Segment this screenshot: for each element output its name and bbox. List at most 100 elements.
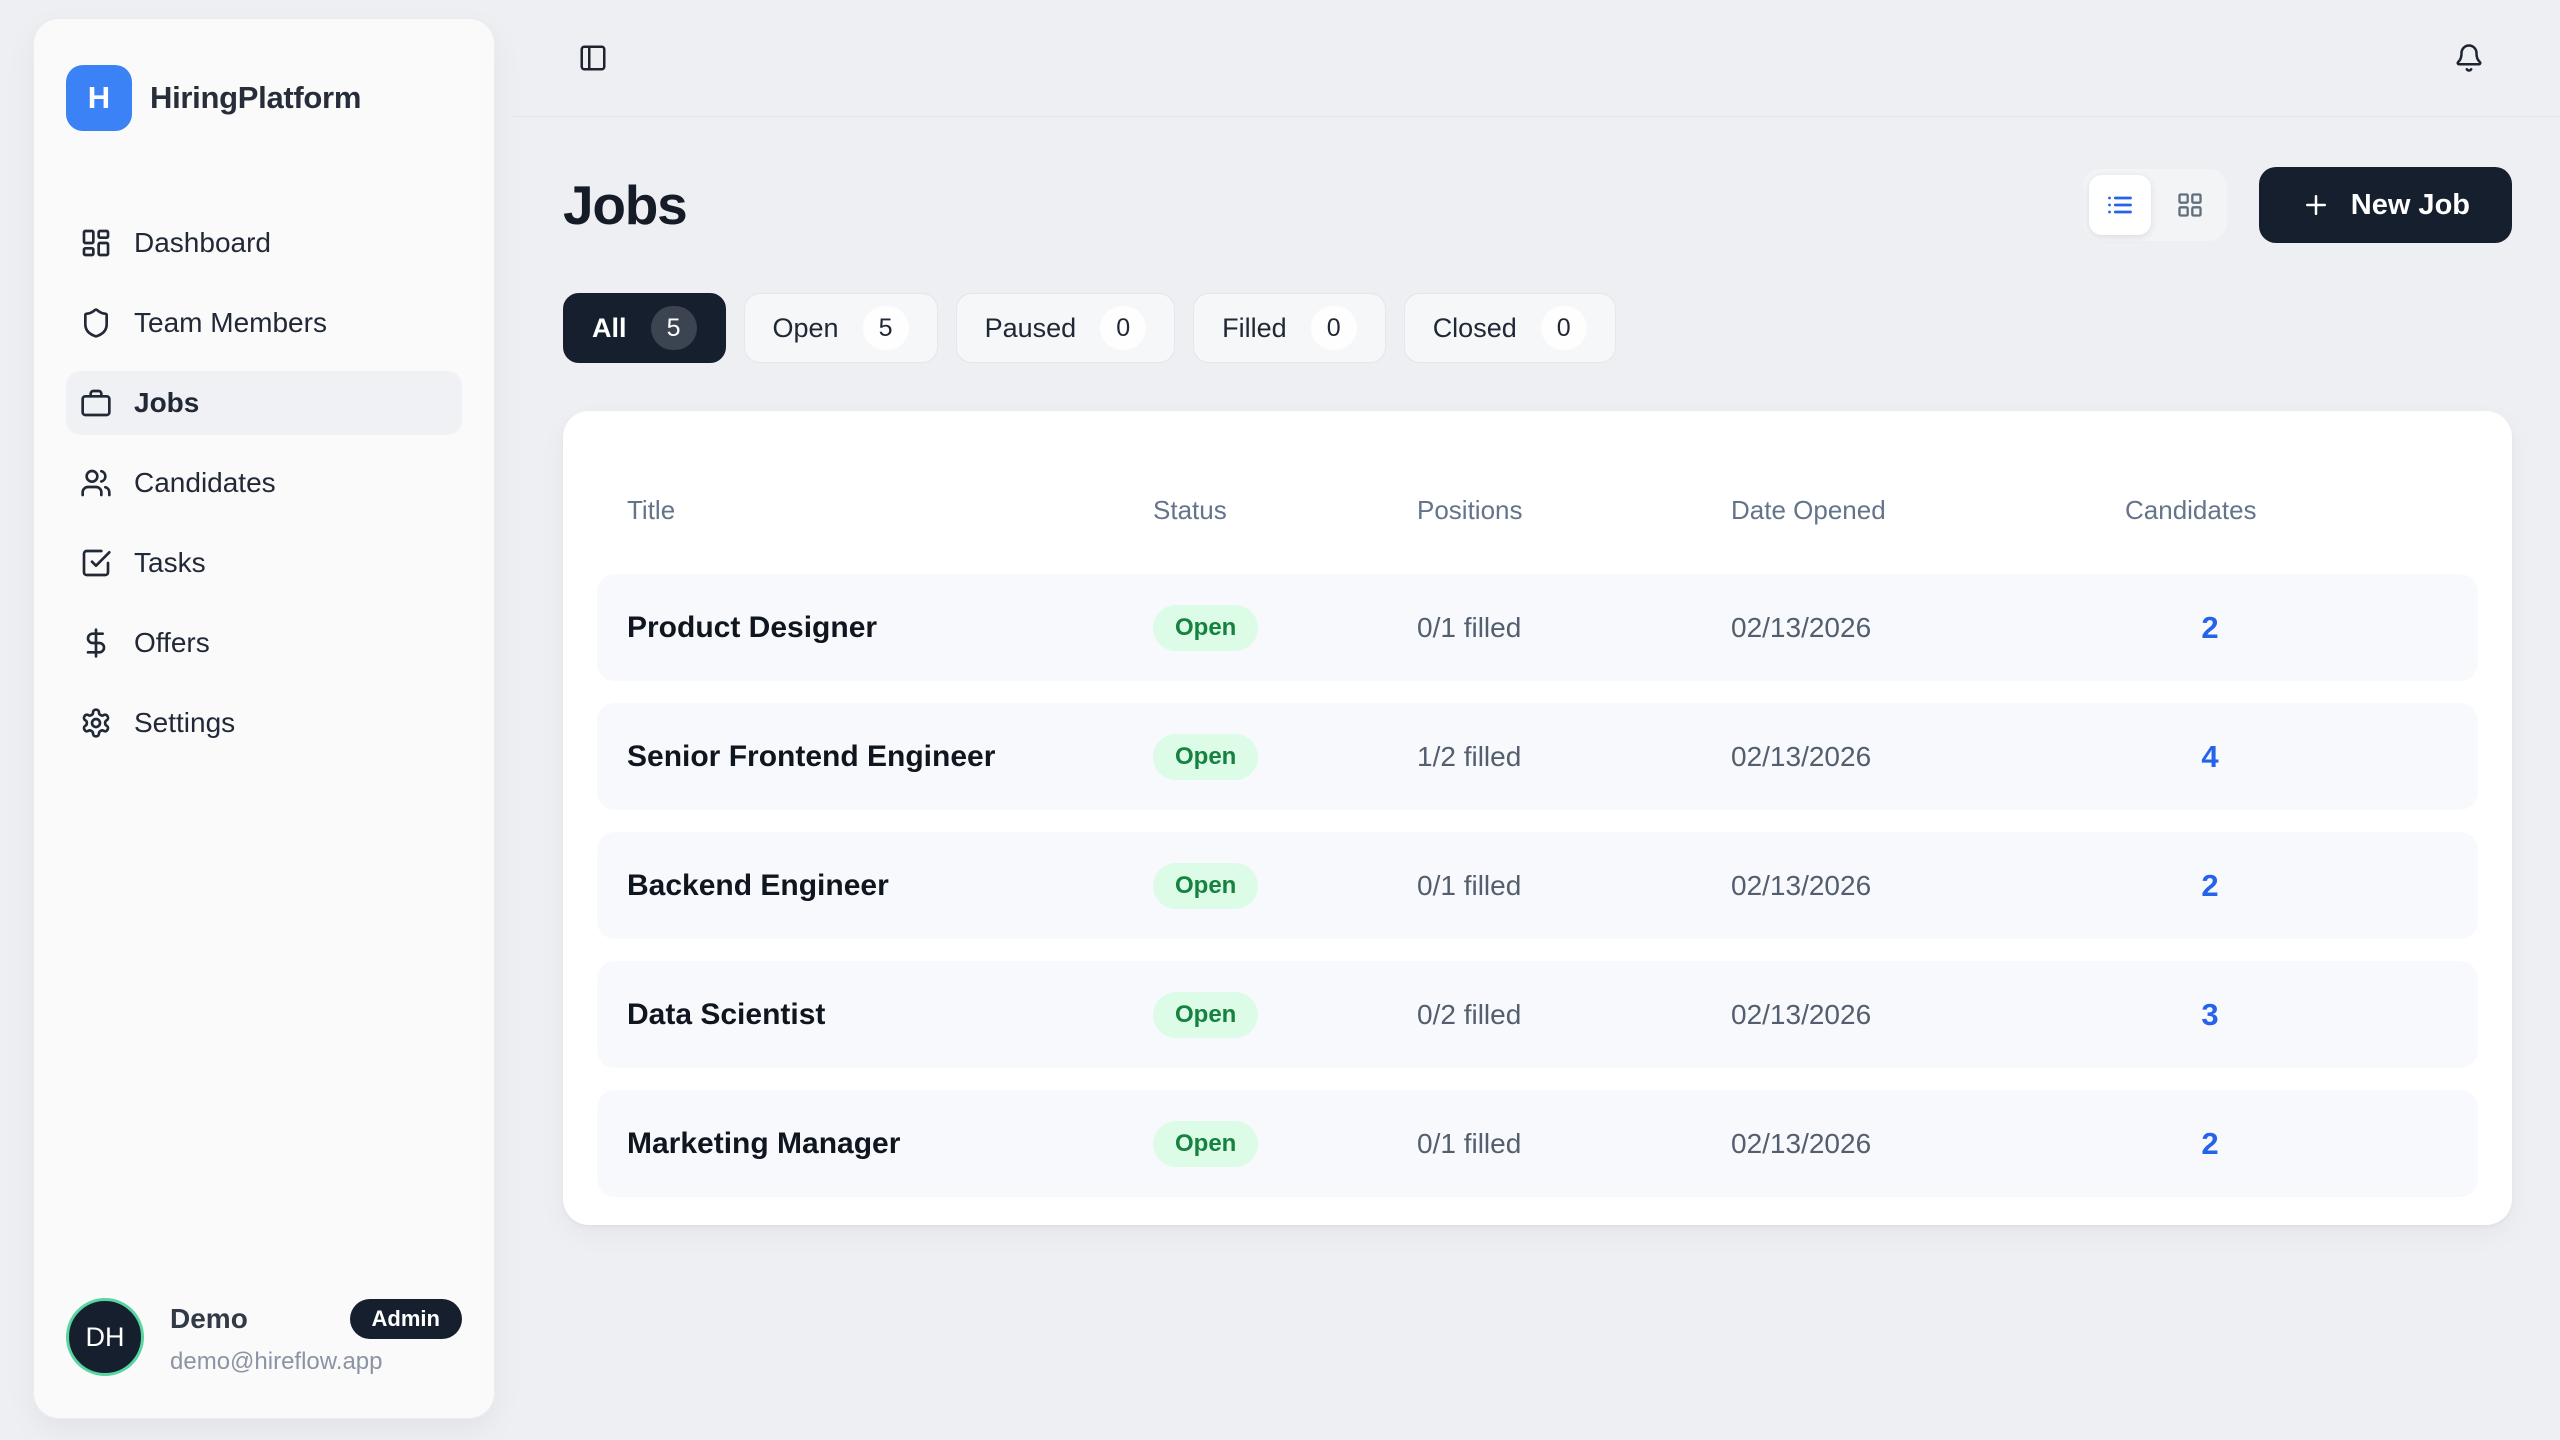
- job-status-badge: Open: [1153, 733, 1259, 780]
- job-title-cell: Product Designer: [627, 610, 878, 644]
- job-positions-cell: 1/2 filled: [1417, 740, 1522, 772]
- sidebar: H HiringPlatform Dashboard Team Members …: [33, 18, 495, 1419]
- job-positions-cell: 0/2 filled: [1417, 998, 1522, 1030]
- job-candidates-count[interactable]: 4: [2201, 738, 2219, 774]
- sidebar-nav-item[interactable]: Settings: [66, 691, 462, 755]
- list-icon: [2106, 191, 2134, 219]
- nav-item-label: Candidates: [134, 467, 276, 498]
- job-row-chevron: [2384, 743, 2448, 771]
- job-date-opened-cell: 02/13/2026: [1731, 1127, 1872, 1159]
- filter-count-badge: 0: [1100, 306, 1147, 350]
- job-row[interactable]: Data Scientist Open 0/2 filled 02/13/202…: [597, 961, 2478, 1068]
- job-title-cell: Senior Frontend Engineer: [627, 739, 996, 773]
- user-profile[interactable]: DH Demo Admin demo@hireflow.app: [66, 1298, 462, 1376]
- user-meta: Demo Admin demo@hireflow.app: [170, 1298, 462, 1376]
- grid-icon: [2176, 191, 2204, 219]
- filter-label: Filled: [1222, 312, 1287, 343]
- job-positions-cell: 0/1 filled: [1417, 611, 1522, 643]
- filter-label: All: [592, 312, 627, 343]
- sidebar-nav-item[interactable]: Team Members: [66, 291, 462, 355]
- job-row-chevron: [2384, 872, 2448, 900]
- new-job-label: New Job: [2350, 188, 2470, 221]
- nav-item-label: Team Members: [134, 307, 327, 338]
- job-status-badge: Open: [1153, 862, 1259, 909]
- job-row[interactable]: Senior Frontend Engineer Open 1/2 filled…: [597, 703, 2478, 810]
- column-header: Date Opened: [1731, 495, 1886, 525]
- nav-item-icon: [80, 547, 112, 579]
- job-title-cell: Data Scientist: [627, 997, 826, 1031]
- sidebar-nav-item[interactable]: Offers: [66, 611, 462, 675]
- column-header: Positions: [1417, 495, 1523, 525]
- grid-view-button[interactable]: [2159, 175, 2221, 235]
- sidebar-nav: Dashboard Team Members Jobs Candidates: [66, 211, 462, 755]
- page-title: Jobs: [563, 173, 688, 236]
- job-row[interactable]: Backend Engineer Open 0/1 filled 02/13/2…: [597, 832, 2478, 939]
- job-row-chevron: [2384, 1001, 2448, 1029]
- job-date-opened-cell: 02/13/2026: [1731, 869, 1872, 901]
- job-candidates-count[interactable]: 2: [2201, 609, 2219, 645]
- job-title-cell: Marketing Manager: [627, 1126, 901, 1160]
- sidebar-toggle-button[interactable]: [578, 43, 608, 73]
- chevron-right-icon: [2384, 743, 2412, 771]
- app-logo: H: [66, 65, 132, 131]
- new-job-button[interactable]: New Job: [2258, 167, 2512, 243]
- jobs-table-body: Product Designer Open 0/1 filled 02/13/2…: [597, 574, 2478, 1197]
- nav-item-label: Tasks: [134, 547, 206, 578]
- job-status-badge: Open: [1153, 604, 1259, 651]
- user-name: Demo: [170, 1302, 248, 1334]
- job-candidates-count[interactable]: 2: [2201, 867, 2219, 903]
- sidebar-nav-item[interactable]: Tasks: [66, 531, 462, 595]
- nav-item-label: Offers: [134, 627, 210, 658]
- column-header: Status: [1153, 495, 1227, 525]
- status-filter-pill[interactable]: Open 5: [743, 293, 938, 363]
- sidebar-nav-item[interactable]: Candidates: [66, 451, 462, 515]
- chevron-right-icon: [2384, 1130, 2412, 1158]
- job-candidates-count[interactable]: 2: [2201, 1125, 2219, 1161]
- jobs-table-header: Title Status Positions Date Opened Candi…: [597, 447, 2478, 574]
- filter-label: Closed: [1432, 312, 1517, 343]
- sidebar-nav-item[interactable]: Dashboard: [66, 211, 462, 275]
- job-positions-cell: 0/1 filled: [1417, 1127, 1522, 1159]
- filter-count-badge: 5: [862, 306, 909, 350]
- job-row-chevron: [2384, 614, 2448, 642]
- header-actions: New Job: [2082, 167, 2512, 243]
- app-brand: H HiringPlatform: [66, 65, 462, 131]
- job-status-badge: Open: [1153, 1120, 1259, 1167]
- column-header: Title: [627, 495, 676, 525]
- job-row[interactable]: Marketing Manager Open 0/1 filled 02/13/…: [597, 1090, 2478, 1197]
- nav-item-label: Dashboard: [134, 227, 271, 258]
- nav-item-label: Jobs: [134, 387, 200, 418]
- notifications-button[interactable]: [2454, 43, 2484, 73]
- main-area: Jobs New Job: [512, 0, 2560, 1440]
- jobs-table-card: Title Status Positions Date Opened Candi…: [563, 411, 2512, 1225]
- nav-item-icon: [80, 627, 112, 659]
- job-row[interactable]: Product Designer Open 0/1 filled 02/13/2…: [597, 574, 2478, 681]
- nav-item-icon: [80, 227, 112, 259]
- job-date-opened-cell: 02/13/2026: [1731, 998, 1872, 1030]
- job-positions-cell: 0/1 filled: [1417, 869, 1522, 901]
- job-status-badge: Open: [1153, 991, 1259, 1038]
- sidebar-nav-item[interactable]: Jobs: [66, 371, 462, 435]
- filter-count-badge: 5: [650, 306, 697, 350]
- topbar: [512, 0, 2560, 117]
- filter-count-badge: 0: [1540, 306, 1587, 350]
- status-filter-pill[interactable]: All 5: [563, 293, 726, 363]
- filter-label: Paused: [984, 312, 1077, 343]
- status-filter-pill[interactable]: Paused 0: [955, 293, 1176, 363]
- plus-icon: [2301, 190, 2331, 220]
- chevron-right-icon: [2384, 614, 2412, 642]
- job-candidates-count[interactable]: 3: [2201, 996, 2219, 1032]
- page-header: Jobs New Job: [563, 167, 2512, 243]
- status-filter-pill[interactable]: Filled 0: [1193, 293, 1386, 363]
- list-view-button[interactable]: [2088, 175, 2151, 235]
- app-title: HiringPlatform: [150, 80, 362, 115]
- nav-item-icon: [80, 307, 112, 339]
- view-toggle: [2082, 169, 2227, 241]
- avatar: DH: [66, 1298, 144, 1376]
- filter-count-badge: 0: [1310, 306, 1357, 350]
- nav-item-label: Settings: [134, 707, 236, 738]
- job-date-opened-cell: 02/13/2026: [1731, 740, 1872, 772]
- status-filter-pill[interactable]: Closed 0: [1403, 293, 1616, 363]
- job-title-cell: Backend Engineer: [627, 868, 889, 902]
- status-filters: All 5 Open 5 Paused 0 Filled: [563, 293, 2512, 363]
